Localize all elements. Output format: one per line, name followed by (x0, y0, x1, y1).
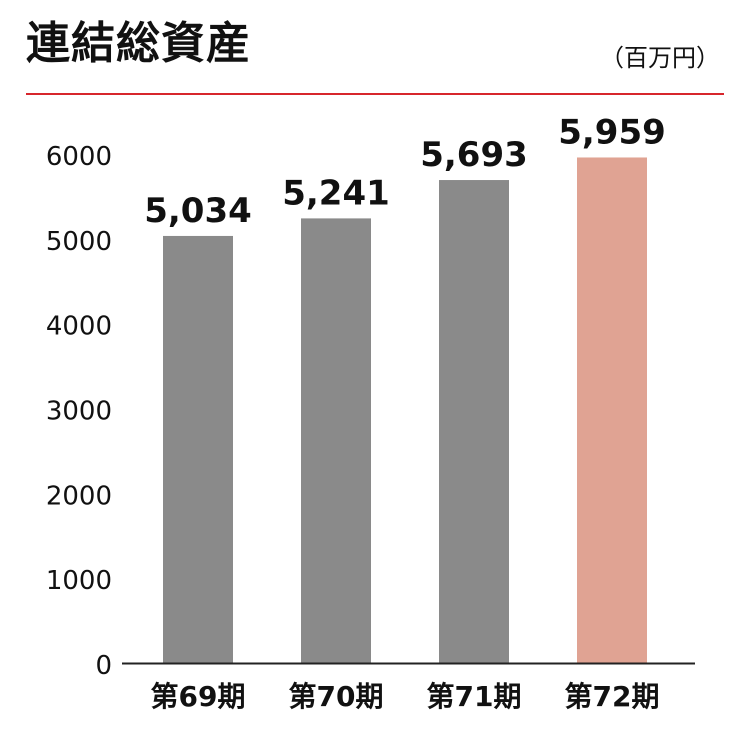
y-tick-label: 0 (95, 651, 112, 681)
y-axis-ticks-layer: 0 1000 2000 3000 4000 5000 6000 (46, 142, 112, 681)
x-axis-labels-layer: 第69期 第70期 第71期 第72期 (151, 680, 660, 713)
y-tick-label: 6000 (46, 142, 112, 172)
x-category-label: 第70期 (289, 680, 384, 713)
y-tick-label: 5000 (46, 227, 112, 257)
bar-value-label: 5,241 (282, 173, 390, 213)
x-category-label: 第71期 (427, 680, 522, 713)
unit-label: （百万円） (600, 44, 720, 72)
bar-value-label: 5,693 (420, 135, 528, 175)
y-tick-label: 4000 (46, 312, 112, 342)
x-category-label: 第72期 (565, 680, 660, 713)
y-tick-label: 1000 (46, 566, 112, 596)
bar-value-label: 5,034 (144, 191, 252, 231)
y-tick-label: 3000 (46, 397, 112, 427)
title-underline (26, 93, 724, 95)
value-labels-layer: 5,034 5,241 5,693 5,959 (144, 112, 666, 230)
y-tick-label: 2000 (46, 481, 112, 511)
bar (439, 180, 509, 664)
bars-layer (163, 157, 647, 664)
bar (301, 218, 371, 664)
bar-value-label: 5,959 (558, 112, 666, 152)
bar (577, 157, 647, 664)
chart-title: 連結総資産 (26, 18, 251, 69)
bar (163, 235, 233, 663)
x-category-label: 第69期 (151, 680, 246, 713)
